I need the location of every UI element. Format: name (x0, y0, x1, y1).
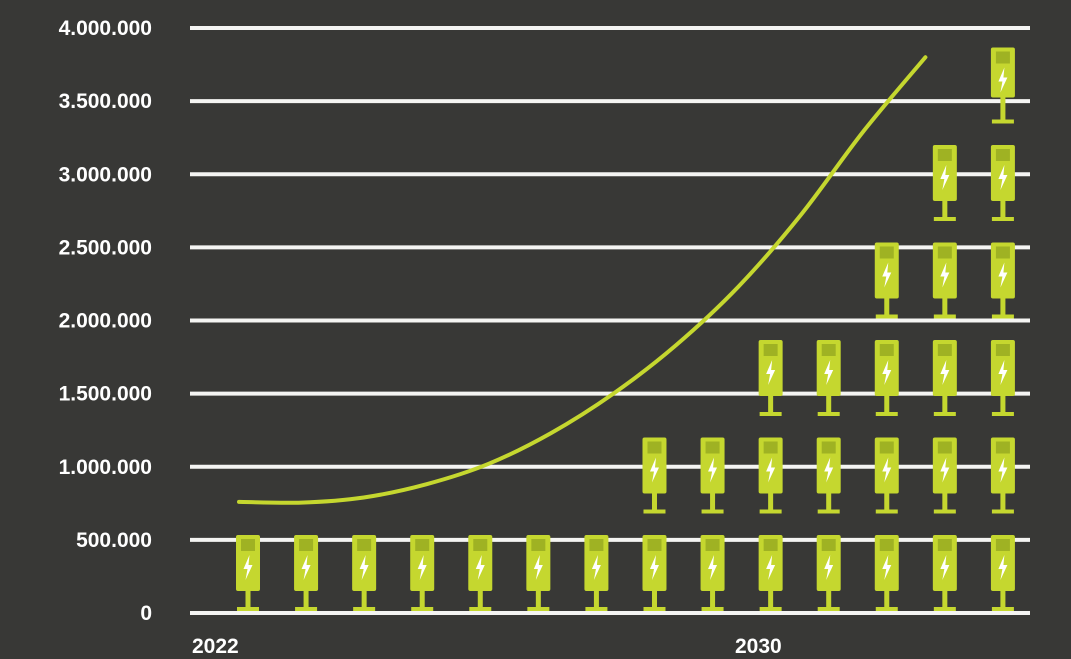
ev-charger-icon (236, 535, 260, 611)
x-tick-label: 2030 (735, 635, 782, 658)
y-tick-label: 3.500.000 (59, 90, 152, 113)
grid-lines (190, 26, 1030, 615)
ev-charger-icon (700, 437, 725, 514)
ev-charger-icon (932, 437, 957, 514)
ev-charger-icon (874, 242, 899, 319)
ev-charger-icon (352, 535, 377, 611)
ev-charger-icon (990, 535, 1015, 611)
ev-charger-icon (294, 535, 319, 611)
ev-charger-icon (874, 437, 899, 514)
ev-charger-icon (932, 145, 957, 221)
ev-charger-icon (758, 437, 783, 514)
y-tick-label: 1.500.000 (59, 383, 152, 406)
y-tick-label: 500.000 (76, 529, 152, 552)
x-tick-label: 2022 (192, 635, 239, 658)
ev-charger-icon (932, 535, 957, 611)
y-tick-label: 2.500.000 (59, 236, 152, 259)
y-tick-label: 0 (140, 602, 152, 625)
ev-charger-icon (990, 47, 1015, 124)
ev-charger-icon (990, 437, 1015, 514)
growth-curve (237, 55, 928, 505)
ev-charger-icon (468, 535, 493, 611)
growth-curve-line (237, 55, 928, 505)
ev-charger-icon (816, 535, 841, 611)
ev-charger-icon (758, 535, 783, 611)
ev-charger-icon (932, 340, 957, 416)
ev-charger-icon (874, 535, 899, 611)
ev-charger-icon (700, 535, 725, 611)
y-tick-label: 1.000.000 (59, 456, 152, 479)
ev-charger-icon (874, 340, 899, 416)
ev-charger-icon (526, 535, 551, 611)
icon-columns (236, 47, 1015, 611)
ev-charger-icon (584, 535, 609, 611)
y-tick-label: 4.000.000 (59, 17, 152, 40)
ev-charger-icon (816, 340, 841, 416)
ev-charger-icon (990, 340, 1015, 416)
y-tick-label: 2.000.000 (59, 310, 152, 333)
axis-labels: 0 500.000 1.000.000 1.500.000 2.000.000 2.500… (59, 17, 782, 658)
y-tick-label: 3.000.000 (59, 163, 152, 186)
ev-charger-icon (642, 437, 667, 514)
ev-charger-icon (758, 340, 783, 416)
ev-charger-icon (410, 535, 435, 611)
ev-charger-icon (642, 535, 667, 611)
ev-charger-icon (932, 242, 957, 319)
ev-charger-icon (990, 242, 1015, 319)
ev-charger-icon (816, 437, 841, 514)
ev-charger-icon (990, 145, 1015, 221)
